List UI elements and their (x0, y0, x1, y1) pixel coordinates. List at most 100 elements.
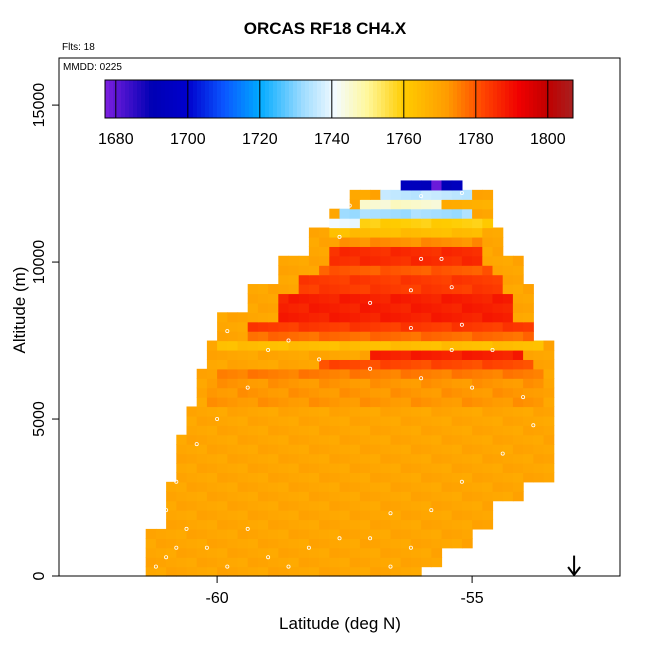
curtain-cell (166, 491, 177, 502)
curtain-cell (492, 340, 504, 351)
curtain-cell (339, 528, 351, 539)
curtain-cell (380, 462, 392, 473)
curtain-cell (472, 387, 483, 398)
curtain-cell (155, 547, 167, 558)
curtain-cell (319, 236, 330, 247)
curtain-cell (370, 453, 381, 464)
curtain-cell (319, 293, 330, 304)
curtain-cell (523, 425, 534, 436)
curtain-cell (339, 236, 351, 247)
curtain-cell (288, 321, 300, 332)
colorbar-swatch (497, 80, 502, 118)
colorbar-swatch (177, 80, 182, 118)
curtain-cell (196, 538, 208, 549)
curtain-cell (329, 359, 341, 370)
curtain-cell (247, 397, 259, 408)
curtain-cell (278, 557, 290, 568)
curtain-cell (370, 349, 381, 360)
curtain-cell (217, 462, 228, 473)
curtain-cell (390, 189, 402, 200)
colorbar-swatch (417, 80, 422, 118)
curtain-cell (492, 265, 504, 276)
curtain-cell (410, 199, 422, 210)
curtain-cell (543, 359, 555, 370)
curtain-cell (217, 481, 228, 492)
curtain-cell (206, 359, 218, 370)
location-marker (567, 555, 581, 577)
curtain-cell (492, 397, 504, 408)
curtain-cell (217, 547, 228, 558)
curtain-cell (472, 246, 483, 257)
curtain-cell (400, 265, 412, 276)
curtain-cell (421, 368, 432, 379)
colorbar-tick-label: 1760 (386, 131, 422, 148)
curtain-cell (308, 462, 320, 473)
curtain-cell (492, 415, 504, 426)
curtain-cell (359, 481, 371, 492)
curtain-cell (268, 397, 279, 408)
curtain-cell (319, 453, 330, 464)
curtain-cell (176, 453, 188, 464)
colorbar-swatch (133, 80, 138, 118)
curtain-cell (451, 378, 463, 389)
curtain-cell (410, 284, 422, 295)
curtain-cell (268, 378, 279, 389)
curtain-cell (370, 557, 381, 568)
curtain-cell (349, 255, 361, 266)
curtain-cell (410, 481, 422, 492)
curtain-cell (217, 359, 228, 370)
curtain-cell (319, 472, 330, 483)
curtain-cell (359, 236, 371, 247)
colorbar-swatch (325, 80, 330, 118)
curtain-cell (196, 406, 208, 417)
curtain-cell (298, 255, 310, 266)
curtain-cell (441, 349, 453, 360)
curtain-cell (380, 500, 392, 511)
curtain-cell (278, 293, 290, 304)
curtain-cell (492, 284, 504, 295)
curtain-cell (451, 472, 463, 483)
curtain-cell (166, 510, 177, 521)
curtain-cell (461, 265, 473, 276)
curtain-cell (472, 472, 483, 483)
curtain-cell (370, 274, 381, 285)
curtain-cell (370, 189, 381, 200)
curtain-cell (155, 538, 167, 549)
colorbar: 1680 1700 1720 1740 1760 1780 1800 (98, 79, 574, 148)
curtain-cell (431, 340, 443, 351)
curtain-cell (533, 425, 545, 436)
curtain-cell (431, 491, 443, 502)
curtain-cell (227, 500, 239, 511)
curtain-cell (461, 189, 473, 200)
curtain-cell (339, 415, 351, 426)
curtain-cell (349, 547, 361, 558)
curtain-cell (502, 321, 514, 332)
curtain-cell (441, 500, 453, 511)
curtain-cell (451, 302, 463, 313)
curtain-cell (543, 406, 555, 417)
curtain-cell (523, 321, 534, 332)
colorbar-swatch (437, 80, 442, 118)
flight-track-point (419, 256, 424, 261)
curtain-cell (359, 528, 371, 539)
curtain-cell (482, 349, 494, 360)
y-tick-label: 15000 (31, 83, 48, 128)
curtain-cell (308, 528, 320, 539)
curtain-cell (349, 425, 361, 436)
curtain-cell (410, 519, 422, 530)
curtain-cell (319, 378, 330, 389)
curtain-cell (370, 538, 381, 549)
flight-track-point (439, 256, 444, 261)
curtain-cell (268, 481, 279, 492)
curtain-cell (339, 510, 351, 521)
curtain-cell (533, 462, 545, 473)
curtain-cell (339, 359, 351, 370)
curtain-cell (380, 189, 392, 200)
curtain-cell (257, 566, 269, 577)
curtain-cell (319, 406, 330, 417)
curtain-cell (390, 265, 402, 276)
curtain-cell (502, 425, 514, 436)
colorbar-tick-label: 1700 (170, 131, 206, 148)
curtain-cell (186, 566, 198, 577)
curtain-cell (298, 368, 310, 379)
